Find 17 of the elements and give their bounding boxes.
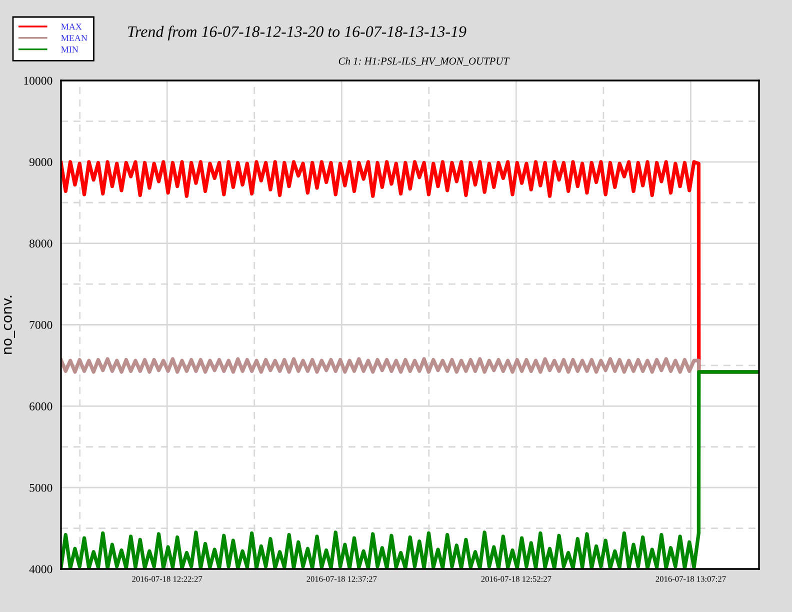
chart-title: Trend from 16-07-18-12-13-20 to 16-07-18-13-13-19 <box>128 26 466 40</box>
y-tick-label: 4000 <box>29 565 52 574</box>
y-tick-label: 7000 <box>30 320 52 329</box>
legend-label: MIN <box>61 46 78 52</box>
y-tick-label: 8000 <box>30 240 52 248</box>
y-tick-label: 6000 <box>30 402 52 410</box>
y-axis-title: no_conv. <box>4 296 15 354</box>
x-tick-label: 2016-07-18 13:07:27 <box>656 576 726 582</box>
y-tick-label: 9000 <box>29 158 52 166</box>
legend-label: MAX <box>61 24 82 30</box>
legend-label: MEAN <box>61 35 88 42</box>
x-tick-label: 2016-07-18 12:22:27 <box>132 576 202 582</box>
y-tick-label: 10000 <box>24 76 52 85</box>
y-tick-label: 5000 <box>30 484 52 492</box>
x-tick-label: 2016-07-18 12:52:27 <box>481 576 552 582</box>
x-tick-label: 2016-07-18 12:37:27 <box>306 576 377 582</box>
chart-subtitle: Ch 1: H1:PSL-ILS_HV_MON_OUTPUT <box>338 57 510 66</box>
